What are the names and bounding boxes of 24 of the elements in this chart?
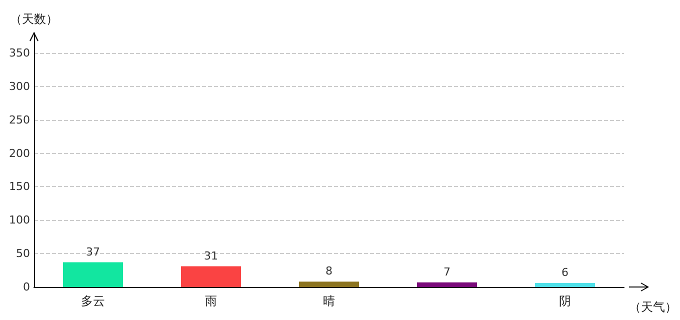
x-tick-label: 多云 (81, 294, 105, 308)
bar (535, 282, 595, 287)
x-tick-label: 阴 (559, 294, 571, 308)
x-tick-label: 雨 (205, 294, 217, 308)
y-tick-label: 350 (9, 46, 30, 60)
y-tick-label: 50 (16, 247, 30, 260)
y-tick-label: 100 (9, 214, 30, 227)
data-label: 8 (326, 264, 332, 278)
y-tick-label: 0 (23, 280, 30, 294)
y-tick-label: 300 (9, 80, 30, 93)
y-tick-label: 200 (9, 146, 30, 160)
data-label: 7 (444, 265, 450, 278)
bar (63, 262, 123, 287)
data-label: 31 (204, 249, 218, 262)
x-axis-title: （天气） (629, 300, 677, 314)
data-label: 37 (86, 245, 100, 258)
x-tick-label: 晴 (323, 294, 335, 308)
data-label: 6 (562, 266, 568, 279)
y-axis-title: （天数） (10, 12, 58, 26)
bar (299, 282, 359, 287)
bar (181, 266, 241, 287)
y-tick-label: 150 (9, 180, 30, 194)
bar (417, 282, 477, 287)
y-tick-label: 250 (9, 113, 30, 126)
